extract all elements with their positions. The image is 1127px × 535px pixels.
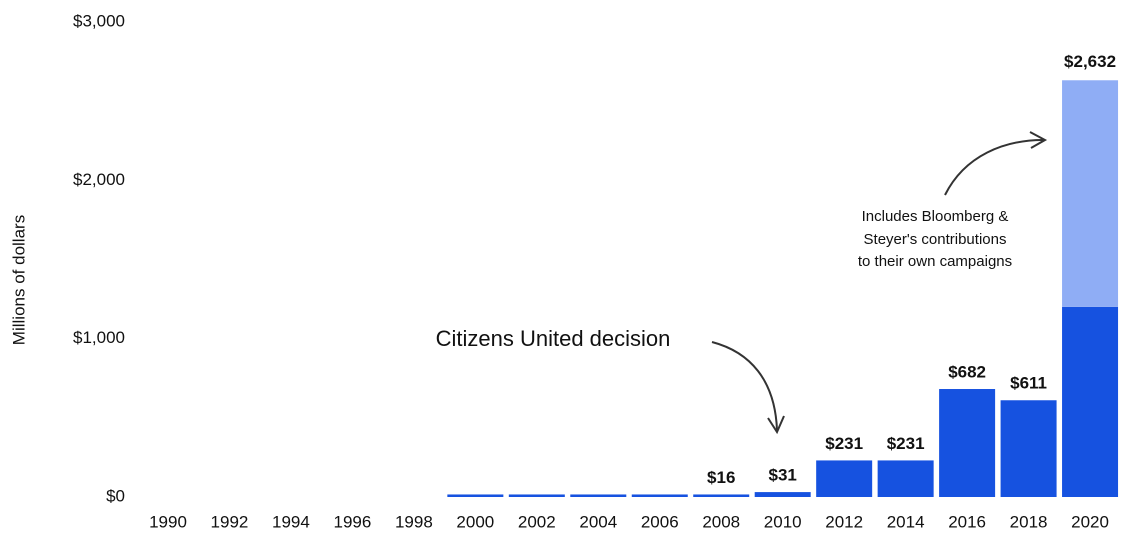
x-tick-label: 2000	[456, 512, 494, 531]
annotation: Includes Bloomberg &	[862, 208, 1009, 225]
annotation: Steyer's contributions	[864, 231, 1007, 248]
x-tick-label: 2020	[1071, 512, 1109, 531]
value-label: $16	[707, 468, 735, 487]
bar	[939, 389, 996, 497]
annotation-arrowhead	[1029, 131, 1048, 149]
x-tick-label: 2018	[1010, 512, 1048, 531]
x-tick-label: 2010	[764, 512, 802, 531]
x-tick-label: 1994	[272, 512, 310, 531]
bar	[1062, 80, 1119, 307]
x-tick-label: 2008	[702, 512, 740, 531]
y-tick-label: $0	[106, 486, 125, 505]
bar	[570, 494, 627, 497]
bar	[447, 494, 504, 497]
x-tick-label: 1998	[395, 512, 433, 531]
annotation: Citizens United decision	[436, 326, 671, 351]
value-label: $611	[1010, 374, 1047, 393]
bar	[631, 494, 688, 497]
y-axis-label: Millions of dollars	[9, 215, 28, 345]
bar	[508, 494, 565, 497]
y-tick-label: $2,000	[73, 170, 125, 189]
bar	[877, 460, 934, 497]
annotation-arrow	[711, 341, 778, 431]
bar	[1062, 306, 1119, 497]
bar	[816, 460, 873, 497]
x-tick-label: 1990	[149, 512, 187, 531]
x-tick-label: 1996	[333, 512, 371, 531]
y-tick-label: $3,000	[73, 11, 125, 30]
value-label: $231	[825, 434, 863, 453]
total-label: $2,632	[1064, 52, 1116, 71]
x-tick-label: 2012	[825, 512, 863, 531]
value-label: $682	[948, 363, 986, 382]
x-tick-label: 2002	[518, 512, 556, 531]
x-tick-label: 1992	[211, 512, 249, 531]
annotation-arrow	[944, 139, 1044, 196]
y-tick-label: $1,000	[73, 328, 125, 347]
annotation-arrowhead	[767, 415, 785, 435]
bar	[1000, 400, 1057, 497]
value-label: $231	[887, 434, 925, 453]
x-tick-label: 2006	[641, 512, 679, 531]
bar	[754, 492, 811, 497]
bar	[693, 494, 750, 497]
x-tick-label: 2016	[948, 512, 986, 531]
x-tick-label: 2014	[887, 512, 925, 531]
value-label: $31	[769, 466, 797, 485]
x-tick-label: 2004	[579, 512, 617, 531]
annotation: to their own campaigns	[858, 253, 1012, 270]
